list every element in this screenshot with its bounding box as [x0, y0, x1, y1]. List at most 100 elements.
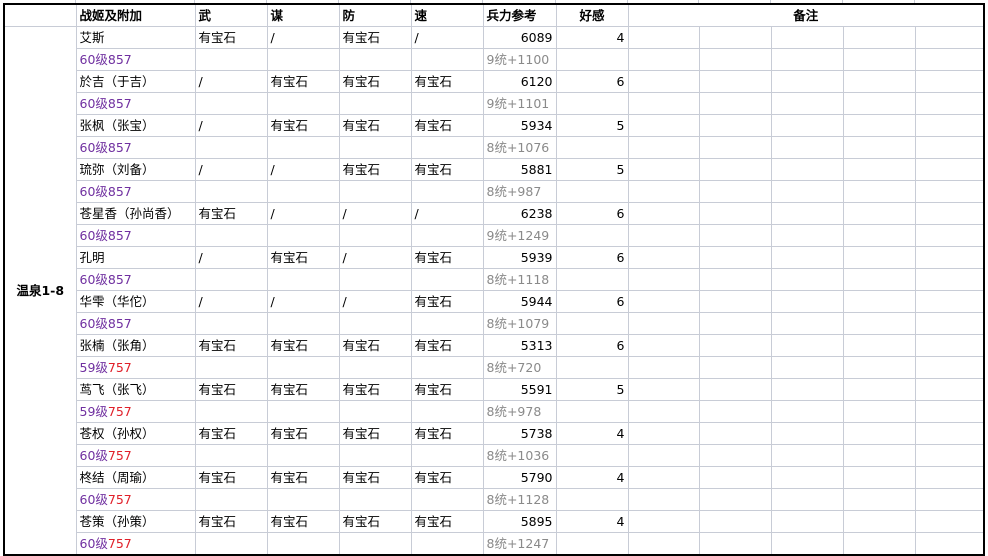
cell-level[interactable]: 60级857 — [75, 136, 196, 159]
cell-su[interactable]: 有宝石 — [410, 114, 484, 137]
cell-favor[interactable]: 5 — [555, 114, 629, 137]
cell-notes[interactable] — [627, 246, 700, 269]
cell-name[interactable]: 於吉（于吉） — [75, 70, 196, 93]
cell-notes[interactable] — [627, 444, 700, 467]
cell-notes[interactable] — [627, 334, 700, 357]
cell-fang[interactable]: 有宝石 — [338, 70, 412, 93]
cell-level[interactable]: 59级757 — [75, 400, 196, 423]
header-favor[interactable]: 好感 — [555, 3, 629, 27]
cell-name[interactable]: 柊结（周瑜） — [75, 466, 196, 489]
cell-wu[interactable]: 有宝石 — [194, 334, 268, 357]
cell-notes[interactable] — [770, 180, 844, 203]
cell-name[interactable]: 孔明 — [75, 246, 196, 269]
cell-empty[interactable] — [266, 444, 340, 467]
cell-mou[interactable]: / — [266, 290, 340, 313]
cell-level[interactable]: 59级757 — [75, 356, 196, 379]
cell-empty[interactable] — [410, 400, 484, 423]
cell-level[interactable]: 60级757 — [75, 532, 196, 556]
cell-troops-detail[interactable]: 8统+987 — [482, 180, 557, 203]
cell-mou[interactable]: 有宝石 — [266, 114, 340, 137]
cell-notes[interactable] — [842, 356, 916, 379]
cell-notes[interactable] — [698, 268, 772, 291]
cell-mou[interactable]: 有宝石 — [266, 70, 340, 93]
cell-troops[interactable]: 5881 — [482, 158, 557, 181]
cell-empty[interactable] — [266, 400, 340, 423]
cell-empty[interactable] — [555, 92, 629, 115]
cell-empty[interactable] — [555, 312, 629, 335]
cell-notes[interactable] — [914, 444, 985, 467]
cell-notes[interactable] — [914, 334, 985, 357]
cell-notes[interactable] — [770, 158, 844, 181]
cell-empty[interactable] — [338, 268, 412, 291]
header-fang[interactable]: 防 — [338, 3, 412, 27]
cell-wu[interactable]: / — [194, 114, 268, 137]
cell-troops-detail[interactable]: 8统+1079 — [482, 312, 557, 335]
cell-notes[interactable] — [698, 158, 772, 181]
cell-notes[interactable] — [842, 400, 916, 423]
cell-notes[interactable] — [842, 26, 916, 49]
cell-su[interactable]: 有宝石 — [410, 290, 484, 313]
cell-notes[interactable] — [842, 136, 916, 159]
cell-empty[interactable] — [194, 48, 268, 71]
cell-empty[interactable] — [410, 224, 484, 247]
cell-notes[interactable] — [627, 378, 700, 401]
cell-favor[interactable]: 4 — [555, 510, 629, 533]
header-mou[interactable]: 谋 — [266, 3, 340, 27]
cell-notes[interactable] — [770, 400, 844, 423]
cell-mou[interactable]: 有宝石 — [266, 246, 340, 269]
cell-notes[interactable] — [914, 26, 985, 49]
cell-notes[interactable] — [842, 488, 916, 511]
header-group[interactable] — [3, 3, 77, 27]
cell-troops-detail[interactable]: 9统+1100 — [482, 48, 557, 71]
cell-empty[interactable] — [410, 136, 484, 159]
cell-favor[interactable]: 4 — [555, 422, 629, 445]
cell-notes[interactable] — [698, 224, 772, 247]
cell-notes[interactable] — [698, 334, 772, 357]
cell-empty[interactable] — [266, 488, 340, 511]
cell-empty[interactable] — [266, 532, 340, 556]
cell-su[interactable]: 有宝石 — [410, 422, 484, 445]
cell-empty[interactable] — [338, 356, 412, 379]
cell-notes[interactable] — [770, 92, 844, 115]
cell-fang[interactable]: 有宝石 — [338, 378, 412, 401]
cell-notes[interactable] — [842, 312, 916, 335]
cell-notes[interactable] — [914, 202, 985, 225]
cell-notes[interactable] — [698, 26, 772, 49]
cell-empty[interactable] — [194, 180, 268, 203]
cell-notes[interactable] — [842, 246, 916, 269]
cell-notes[interactable] — [914, 92, 985, 115]
cell-notes[interactable] — [770, 422, 844, 445]
cell-name[interactable]: 艾斯 — [75, 26, 196, 49]
cell-notes[interactable] — [770, 224, 844, 247]
cell-notes[interactable] — [914, 70, 985, 93]
cell-notes[interactable] — [914, 488, 985, 511]
cell-name[interactable]: 苍权（孙权） — [75, 422, 196, 445]
cell-empty[interactable] — [194, 356, 268, 379]
cell-empty[interactable] — [338, 92, 412, 115]
cell-level[interactable]: 60级757 — [75, 444, 196, 467]
cell-notes[interactable] — [770, 510, 844, 533]
cell-fang[interactable]: 有宝石 — [338, 158, 412, 181]
cell-notes[interactable] — [842, 510, 916, 533]
cell-notes[interactable] — [627, 532, 700, 556]
cell-mou[interactable]: / — [266, 26, 340, 49]
cell-notes[interactable] — [698, 400, 772, 423]
cell-su[interactable]: 有宝石 — [410, 70, 484, 93]
cell-notes[interactable] — [914, 224, 985, 247]
cell-empty[interactable] — [338, 180, 412, 203]
cell-mou[interactable]: 有宝石 — [266, 510, 340, 533]
cell-notes[interactable] — [770, 268, 844, 291]
cell-notes[interactable] — [914, 48, 985, 71]
cell-notes[interactable] — [627, 136, 700, 159]
cell-notes[interactable] — [770, 356, 844, 379]
cell-level[interactable]: 60级857 — [75, 48, 196, 71]
cell-fang[interactable]: 有宝石 — [338, 334, 412, 357]
cell-notes[interactable] — [914, 114, 985, 137]
cell-notes[interactable] — [842, 202, 916, 225]
cell-wu[interactable]: / — [194, 246, 268, 269]
cell-troops[interactable]: 6120 — [482, 70, 557, 93]
cell-notes[interactable] — [698, 466, 772, 489]
cell-notes[interactable] — [842, 180, 916, 203]
cell-favor[interactable]: 6 — [555, 246, 629, 269]
cell-notes[interactable] — [770, 466, 844, 489]
